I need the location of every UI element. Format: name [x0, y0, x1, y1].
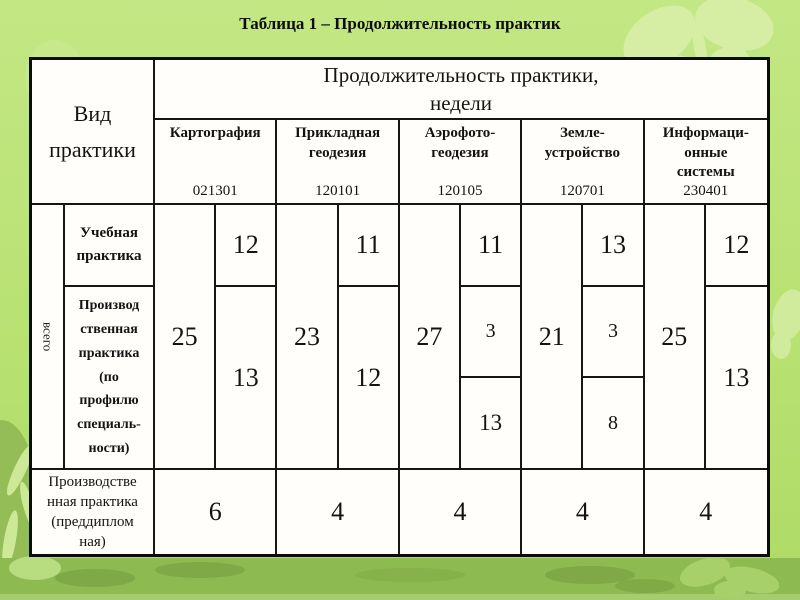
corner-header-cell: Вид практики [32, 60, 155, 205]
cell-prediploma-informatsionnye: 4 [644, 470, 767, 554]
cell-production-kartografiya: 13 [216, 287, 278, 470]
cell-total-kartografiya: 25 [155, 205, 217, 470]
col-name: Информаци- онные системы [662, 125, 749, 180]
cell-prediploma-zemleustroystvo: 4 [522, 470, 645, 554]
col-name: Земле- устройство [544, 125, 621, 161]
duration-header-cell: Продолжительность практики, недели [155, 60, 767, 120]
col-name: Картография [169, 125, 261, 141]
cell-training-kartografiya: 12 [216, 205, 278, 287]
cell-total-aerofoto: 27 [399, 205, 461, 470]
cell-production-aerofoto-top: 3 [461, 287, 523, 378]
row-label-preddiplomnaya-praktika: Производстве нная практика (преддиплом н… [32, 470, 155, 554]
col-code: 120101 [315, 183, 361, 199]
row-label-proizvodstvennaya-praktika: Производ ственная практика (по профилю с… [65, 287, 155, 470]
cell-prediploma-prikladnaya: 4 [277, 470, 400, 554]
col-header-prikladnaya-geodeziya: Прикладная геодезия 120101 [277, 120, 400, 205]
cell-production-aerofoto-bottom: 13 [461, 378, 523, 470]
col-header-kartografiya: Картография 021301 [155, 120, 278, 205]
col-header-zemleustroystvo: Земле- устройство 120701 [522, 120, 645, 205]
total-rotated-label: всего [40, 321, 56, 352]
cell-training-zemleustroystvo: 13 [583, 205, 645, 287]
cell-training-aerofoto: 11 [461, 205, 523, 287]
row-label-uchebnaya-praktika: Учебная практика [65, 205, 155, 287]
slide-title: Таблица 1 – Продолжительность практик [239, 14, 561, 33]
col-name: Прикладная геодезия [295, 125, 381, 161]
leaf-decoration-right-edge [771, 289, 800, 359]
bottom-band [0, 556, 800, 600]
cell-prediploma-kartografiya: 6 [155, 470, 278, 554]
cell-training-informatsionnye: 12 [705, 205, 767, 287]
cell-production-zemleustroystvo-top: 3 [583, 287, 645, 378]
cell-training-prikladnaya: 11 [338, 205, 400, 287]
butterfly-decoration-bottom-right [679, 557, 780, 599]
cell-total-informatsionnye: 25 [644, 205, 706, 470]
cell-prediploma-aerofoto: 4 [399, 470, 523, 554]
practice-duration-table: Вид практики Продолжительность практики,… [29, 57, 770, 557]
total-rotated-label-cell: всего [32, 205, 65, 470]
cell-production-informatsionnye: 13 [705, 287, 767, 470]
col-name: Аэрофото- геодезия [424, 125, 496, 161]
col-code: 230401 [683, 183, 729, 199]
cell-production-zemleustroystvo-bottom: 8 [583, 378, 645, 470]
col-code: 021301 [192, 183, 238, 199]
cell-total-prikladnaya: 23 [277, 205, 339, 470]
col-header-informatsionnye-sistemy: Информаци- онные системы 230401 [644, 120, 767, 205]
col-code: 120701 [559, 183, 605, 199]
col-code: 120105 [437, 183, 483, 199]
col-header-aerofotogeodeziya: Аэрофото- геодезия 120105 [399, 120, 523, 205]
cell-production-prikladnaya: 12 [338, 287, 400, 470]
cell-total-zemleustroystvo: 21 [522, 205, 584, 470]
